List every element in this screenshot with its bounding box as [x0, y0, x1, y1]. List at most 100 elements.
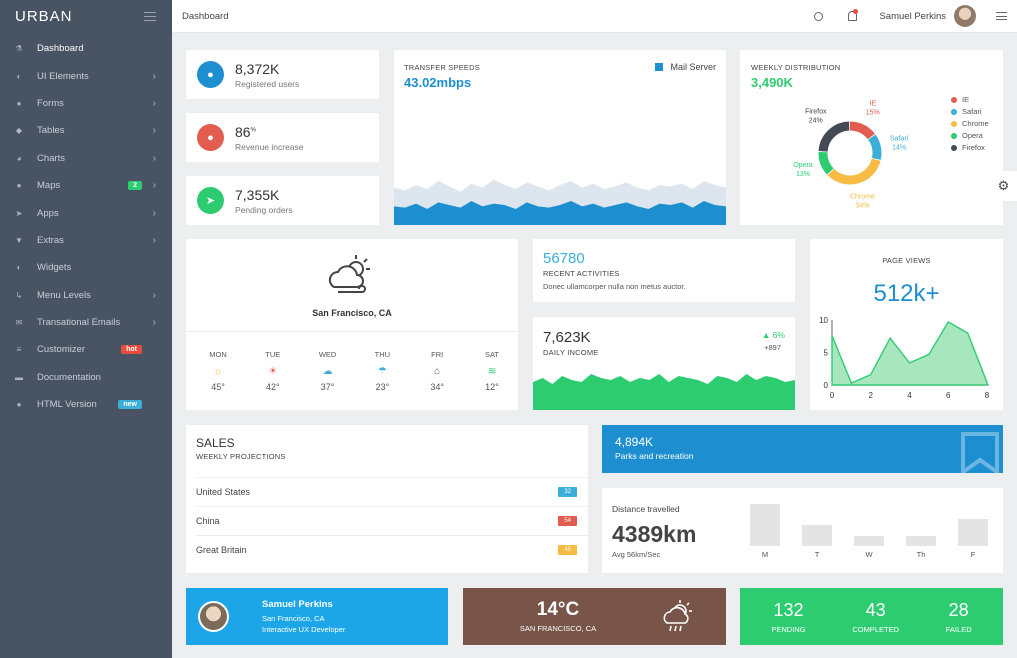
sidebar-item-tables[interactable]: ◆ Tables › [0, 117, 172, 144]
sidebar-item-label: Widgets [37, 262, 72, 274]
sales-row: China 54 [196, 506, 588, 535]
rain-icon: ☂ [377, 366, 387, 377]
stat-value: 86 [235, 123, 251, 140]
notification-bell-icon[interactable] [845, 9, 859, 23]
forecast-day: THU ☂ 23° [362, 350, 402, 392]
sidebar-item-label: Apps [37, 207, 59, 219]
profile-role: Interactive UX Developer [262, 625, 346, 634]
sidebar-toggle-icon[interactable] [144, 12, 156, 21]
weather-forecast: MON ☼ 45° TUE ☀ 42° WED ☁ 37° THU ☂ 23° FRI ⌂ 34° SAT ≋ 1… [198, 350, 512, 392]
sidebar-item-customizer[interactable]: ≡ Customizer hot [0, 336, 172, 363]
chevron-right-icon: › [152, 234, 156, 246]
sidebar-item-label: Documentation [37, 371, 101, 383]
level-icon: ↳ [15, 290, 23, 300]
x-tick-label: 0 [830, 391, 835, 400]
legend-dot [951, 120, 957, 127]
forecast-day-name: TUE [265, 350, 281, 359]
sidebar-item-forms[interactable]: ● Forms › [0, 90, 172, 117]
forecast-day-name: SAT [484, 350, 499, 359]
breadcrumb[interactable]: Dashboard [182, 10, 229, 22]
sales-list: United States 32 China 54 Great Britain 45 [196, 477, 588, 564]
weather-header: San Francisco, CA [186, 239, 518, 332]
sidebar-item-extras[interactable]: ▼ Extras › [0, 227, 172, 254]
sales-row: United States 32 [196, 477, 588, 506]
activities-text: Donec ullamcorper nulla non metus auctor… [543, 282, 686, 291]
sidebar-item-label: Dashboard [37, 43, 84, 55]
stat-label: Revenue increase [235, 141, 304, 152]
rain-cloud-sun-icon [663, 600, 692, 632]
sidebar-item-transational-emails[interactable]: ✉ Transational Emails › [0, 309, 172, 336]
task-count: 43 [865, 599, 886, 620]
activities-title: RECENT ACTIVITIES [543, 269, 620, 278]
donut-slice-safari [868, 134, 882, 160]
chevron-right-icon: › [152, 180, 156, 192]
circle-icon: ● [16, 400, 22, 410]
search-icon[interactable] [811, 9, 825, 23]
sidebar-item-dashboard[interactable]: ⚗ Dashboard [0, 35, 172, 62]
pie-icon: ◕ [16, 153, 22, 163]
sidebar-item-apps[interactable]: ➤ Apps › [0, 199, 172, 226]
y-tick-label: 5 [824, 349, 829, 358]
parks-value: 4,894K [615, 435, 654, 449]
sliders-icon: ≡ [16, 345, 22, 355]
bookmark-icon [961, 432, 999, 473]
page-views-card: PAGE VIEWS 512k+ 0 2 4 6 8 0 5 10 [810, 239, 1003, 410]
parks-card: 4,894K Parks and recreation [602, 425, 1003, 473]
pageviews-area [831, 321, 988, 386]
weekly-value: 3,490K [751, 75, 793, 90]
profile-avatar[interactable] [198, 601, 229, 632]
income-chart [533, 374, 795, 410]
sidebar-badge: 2 [128, 181, 142, 191]
distance-bar [958, 518, 988, 546]
notification-dot [853, 9, 859, 14]
app-logo: URBAN [15, 8, 73, 25]
forecast-day: SAT ≋ 12° [472, 350, 512, 392]
header-user-name[interactable]: Samuel Perkins [879, 10, 946, 22]
legend-dot [951, 96, 957, 103]
sun-cloud-icon: ☼ [213, 366, 223, 377]
distance-value: 4389km [612, 521, 697, 547]
sidebar-item-html-version[interactable]: ● HTML Version new [0, 391, 172, 418]
forecast-day-name: FRI [431, 350, 444, 359]
weather-temp: 14°C [536, 599, 580, 620]
legend-label: Mail Server [670, 62, 716, 72]
legend-dot [951, 144, 957, 151]
folder-icon: ▬ [15, 372, 23, 382]
transfer-title: TRANSFER SPEEDS [404, 63, 480, 72]
forecast-temp: 45° [211, 382, 225, 392]
toggle-icon: ◐ [16, 263, 22, 273]
sidebar-item-label: Maps [37, 180, 61, 192]
income-value: 7,623K [543, 329, 591, 346]
sidebar-item-maps[interactable]: ● Maps 2 › [0, 172, 172, 199]
sidebar-item-ui-elements[interactable]: ◐ UI Elements › [0, 62, 172, 89]
wind-icon: ≋ [487, 366, 497, 377]
settings-gear-icon[interactable]: ⚙ [990, 171, 1017, 201]
cloud-icon: ☁ [322, 366, 333, 377]
menu-icon[interactable] [996, 12, 1007, 20]
tag-icon: ◆ [15, 126, 23, 136]
top-header: Dashboard Samuel Perkins [172, 0, 1017, 33]
legend-item: IE [951, 95, 989, 104]
task-count: 28 [948, 599, 969, 620]
sidebar-item-label: Transational Emails [37, 317, 121, 329]
drop-icon: ● [16, 98, 22, 108]
x-tick-label: 6 [946, 391, 951, 400]
legend-label: Opera [962, 131, 983, 140]
sales-badge: 32 [558, 487, 577, 497]
legend-label: Safari [962, 107, 982, 116]
weather-card-city: SAN FRANCISCO, CA [519, 624, 597, 633]
slice-label-name: Firefox [805, 109, 827, 116]
weekly-legend: IE Safari Chrome Opera Firefox [951, 95, 989, 155]
header-avatar[interactable] [954, 5, 976, 27]
sidebar-item-widgets[interactable]: ◐ Widgets [0, 254, 172, 281]
x-tick-label: 8 [985, 391, 990, 400]
toggle-icon: ◐ [16, 71, 22, 81]
sidebar-item-menu-levels[interactable]: ↳ Menu Levels › [0, 282, 172, 309]
house-icon: ⌂ [434, 366, 441, 377]
transfer-chart [394, 179, 726, 225]
donut-slice-ie [849, 121, 875, 140]
sidebar-badge: hot [121, 345, 142, 355]
profile-card[interactable]: Samuel Perkins San Francisco, CA Interac… [186, 588, 448, 645]
sidebar-item-charts[interactable]: ◕ Charts › [0, 145, 172, 172]
sidebar-item-documentation[interactable]: ▬ Documentation [0, 364, 172, 391]
